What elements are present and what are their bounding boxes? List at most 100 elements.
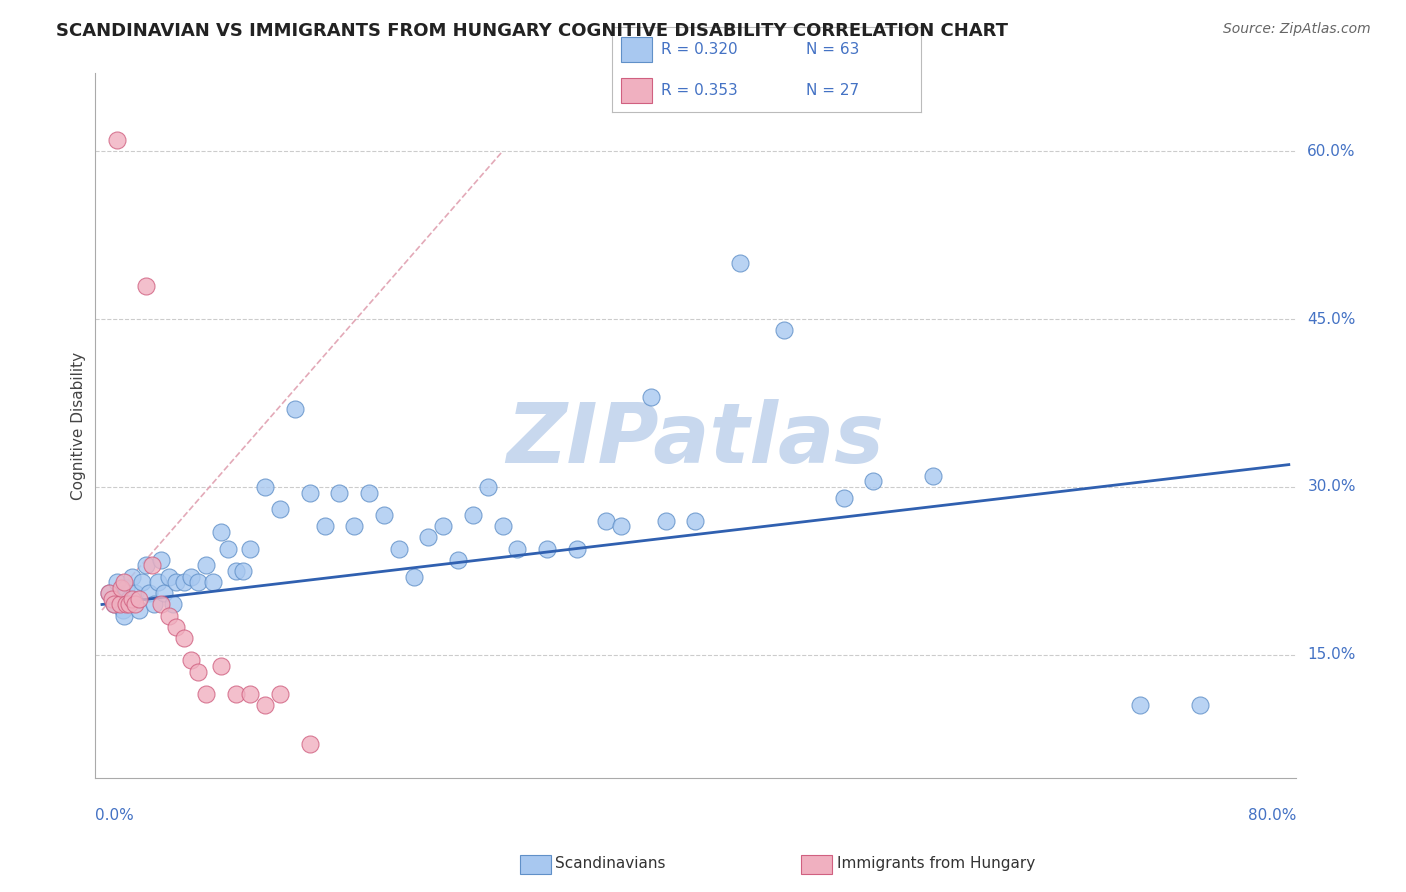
Point bbox=[114, 581, 136, 595]
Text: 45.0%: 45.0% bbox=[1308, 311, 1355, 326]
Point bbox=[148, 575, 170, 590]
Point bbox=[108, 591, 131, 606]
Point bbox=[165, 620, 187, 634]
Text: SCANDINAVIAN VS IMMIGRANTS FROM HUNGARY COGNITIVE DISABILITY CORRELATION CHART: SCANDINAVIAN VS IMMIGRANTS FROM HUNGARY … bbox=[56, 22, 1008, 40]
Point bbox=[418, 530, 440, 544]
Point bbox=[101, 591, 124, 606]
Point bbox=[491, 519, 513, 533]
Point bbox=[112, 575, 135, 590]
Point bbox=[153, 586, 176, 600]
Point bbox=[773, 323, 796, 337]
Point bbox=[98, 586, 121, 600]
Point bbox=[121, 591, 143, 606]
Text: R = 0.353: R = 0.353 bbox=[661, 83, 738, 98]
FancyBboxPatch shape bbox=[621, 37, 652, 62]
Point bbox=[328, 485, 350, 500]
Point bbox=[1129, 698, 1152, 713]
Point bbox=[298, 485, 321, 500]
Point bbox=[103, 598, 125, 612]
Point bbox=[239, 541, 262, 556]
Point bbox=[142, 598, 165, 612]
Point bbox=[187, 665, 209, 679]
Text: 80.0%: 80.0% bbox=[1249, 808, 1296, 823]
Point bbox=[128, 603, 150, 617]
Text: 15.0%: 15.0% bbox=[1308, 648, 1355, 663]
Point bbox=[477, 480, 499, 494]
Point bbox=[595, 514, 617, 528]
Point bbox=[173, 631, 195, 645]
Point bbox=[921, 468, 943, 483]
Point bbox=[254, 698, 277, 713]
Point bbox=[402, 569, 425, 583]
Point bbox=[150, 552, 173, 566]
Point bbox=[1188, 698, 1211, 713]
Point bbox=[128, 591, 150, 606]
Point bbox=[461, 508, 484, 522]
Point bbox=[114, 598, 136, 612]
Point bbox=[194, 558, 217, 573]
Point bbox=[180, 569, 202, 583]
Point bbox=[108, 598, 131, 612]
Y-axis label: Cognitive Disability: Cognitive Disability bbox=[72, 351, 86, 500]
Point bbox=[640, 391, 662, 405]
Point bbox=[105, 575, 128, 590]
Point bbox=[111, 603, 134, 617]
Point bbox=[110, 581, 132, 595]
Text: N = 63: N = 63 bbox=[807, 42, 860, 57]
Point bbox=[225, 687, 247, 701]
Text: Immigrants from Hungary: Immigrants from Hungary bbox=[837, 856, 1035, 871]
Text: Source: ZipAtlas.com: Source: ZipAtlas.com bbox=[1223, 22, 1371, 37]
Point bbox=[254, 480, 277, 494]
Point bbox=[173, 575, 195, 590]
Point bbox=[124, 586, 146, 600]
Point bbox=[298, 737, 321, 751]
Point bbox=[862, 475, 884, 489]
Text: 60.0%: 60.0% bbox=[1308, 144, 1355, 159]
Point bbox=[225, 564, 247, 578]
Point bbox=[506, 541, 529, 556]
Point bbox=[157, 608, 180, 623]
Point bbox=[728, 256, 751, 270]
Point bbox=[314, 519, 336, 533]
Point bbox=[373, 508, 395, 522]
Point bbox=[187, 575, 209, 590]
Point bbox=[135, 278, 157, 293]
Point bbox=[138, 586, 160, 600]
Point bbox=[121, 569, 143, 583]
Point bbox=[112, 608, 135, 623]
Point bbox=[194, 687, 217, 701]
Point bbox=[209, 524, 232, 539]
Point bbox=[165, 575, 187, 590]
Point bbox=[239, 687, 262, 701]
Point bbox=[217, 541, 239, 556]
Point bbox=[118, 591, 141, 606]
FancyBboxPatch shape bbox=[621, 78, 652, 103]
Point bbox=[284, 401, 307, 416]
Point bbox=[202, 575, 225, 590]
Point bbox=[118, 598, 141, 612]
Point bbox=[610, 519, 633, 533]
Text: 0.0%: 0.0% bbox=[94, 808, 134, 823]
Point bbox=[343, 519, 366, 533]
Point bbox=[209, 659, 232, 673]
Point bbox=[141, 558, 163, 573]
Point bbox=[135, 558, 157, 573]
Point bbox=[162, 598, 184, 612]
Point bbox=[269, 502, 291, 516]
Point bbox=[232, 564, 254, 578]
Point bbox=[131, 575, 153, 590]
Text: 30.0%: 30.0% bbox=[1308, 480, 1355, 494]
Point bbox=[447, 552, 470, 566]
Text: N = 27: N = 27 bbox=[807, 83, 859, 98]
Point bbox=[124, 598, 146, 612]
Text: Scandinavians: Scandinavians bbox=[555, 856, 666, 871]
Point bbox=[105, 133, 128, 147]
Point bbox=[357, 485, 380, 500]
Text: R = 0.320: R = 0.320 bbox=[661, 42, 738, 57]
Point bbox=[157, 569, 180, 583]
Point bbox=[388, 541, 411, 556]
Text: ZIPatlas: ZIPatlas bbox=[506, 399, 884, 480]
Point bbox=[654, 514, 676, 528]
Point bbox=[685, 514, 707, 528]
Point bbox=[832, 491, 855, 506]
